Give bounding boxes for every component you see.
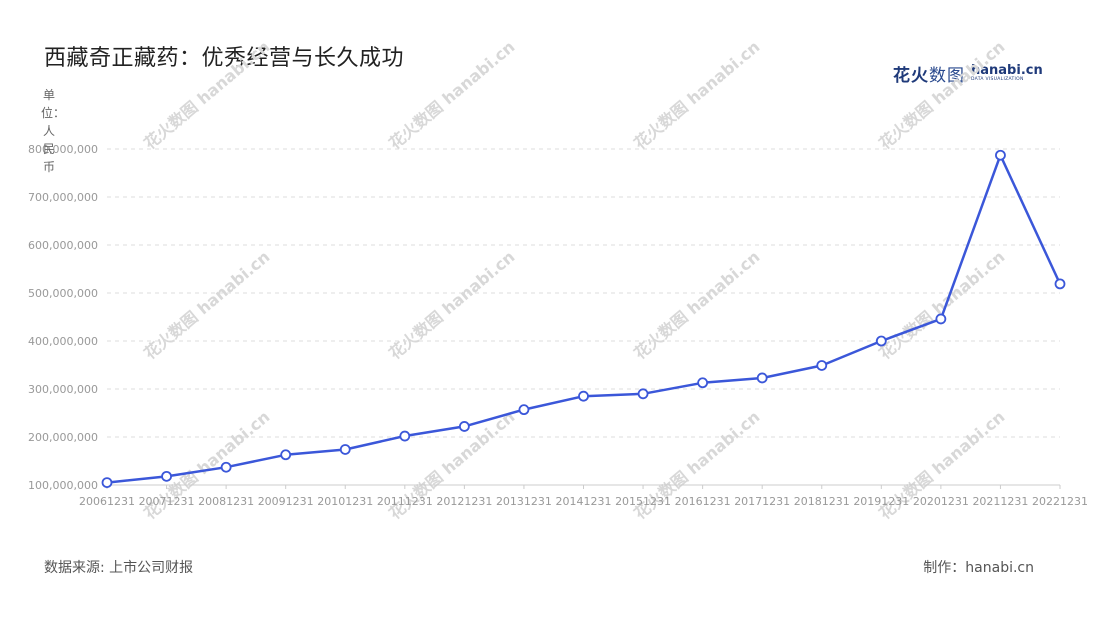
data-point — [995, 149, 1006, 161]
x-tick-label: 20211231 — [972, 495, 1028, 508]
data-point — [458, 421, 470, 432]
y-tick-label: 200,000,000 — [28, 431, 98, 444]
y-tick-label: 100,000,000 — [28, 479, 98, 492]
data-point — [637, 388, 649, 400]
x-tick-label: 20151231 — [615, 495, 671, 508]
x-tick-label: 20131231 — [496, 495, 552, 508]
y-tick-label: 700,000,000 — [28, 191, 98, 204]
x-tick-label: 20071231 — [139, 495, 195, 508]
data-point — [399, 430, 411, 442]
y-tick-label: 500,000,000 — [28, 287, 98, 300]
x-tick-label: 20221231 — [1032, 495, 1088, 508]
y-axis-unit-label: 单位：人民币 — [41, 88, 66, 174]
data-point — [578, 390, 589, 402]
x-tick-label: 20141231 — [556, 495, 612, 508]
watermark: 花火数图 hanabi.cn — [630, 37, 763, 153]
watermark: 花火数图 hanabi.cn — [875, 37, 1008, 153]
data-point — [697, 377, 709, 389]
watermark: 花火数图 hanabi.cn — [630, 247, 763, 363]
x-tick-label: 20171231 — [734, 495, 790, 508]
x-tick-label: 20111231 — [377, 495, 433, 508]
watermark: 花火数图 hanabi.cn — [140, 247, 273, 363]
data-point — [756, 372, 768, 384]
x-tick-label: 20081231 — [198, 495, 254, 508]
data-point — [101, 477, 113, 489]
logo-en-block: hanabi.cn DATA VISUALIZATION — [971, 64, 1043, 83]
data-point — [816, 360, 828, 371]
data-point — [518, 404, 530, 416]
logo-en-subtext: DATA VISUALIZATION — [971, 77, 1024, 83]
watermark: 花火数图 hanabi.cn — [385, 247, 518, 363]
data-point — [935, 313, 947, 325]
data-source: 数据来源: 上市公司财报 — [44, 560, 194, 576]
credit: 制作：hanabi.cn — [923, 560, 1034, 576]
chart-title: 西藏奇正藏药：优秀经营与长久成功 — [44, 46, 405, 71]
x-tick-label: 20091231 — [258, 495, 314, 508]
x-tick-label: 20191231 — [853, 495, 909, 508]
watermark: 花火数图 hanabi.cn — [875, 247, 1008, 363]
x-tick-label: 20061231 — [79, 495, 135, 508]
watermark: 花火数图 hanabi.cn — [385, 37, 518, 153]
x-tick-label: 20181231 — [794, 495, 850, 508]
brand-logo: 花火数图 hanabi.cn DATA VISUALIZATION — [893, 61, 1043, 86]
x-tick-label: 20161231 — [675, 495, 731, 508]
x-tick-label: 20121231 — [436, 495, 492, 508]
data-point — [1054, 278, 1066, 290]
logo-cn-text: 花火数图 — [893, 66, 965, 86]
logo-en-text: hanabi.cn — [971, 63, 1043, 79]
data-point — [161, 470, 172, 482]
y-tick-label: 400,000,000 — [28, 335, 98, 348]
x-tick-label: 20101231 — [317, 495, 373, 508]
x-tick-label: 20201231 — [913, 495, 969, 508]
data-point — [220, 461, 232, 473]
watermark: 花火数图 hanabi.cn — [140, 37, 273, 153]
data-point — [339, 444, 351, 455]
data-point — [280, 449, 292, 461]
y-tick-label: 300,000,000 — [28, 383, 98, 396]
data-point — [875, 335, 887, 347]
y-tick-label: 800,000,000 — [28, 143, 98, 156]
y-tick-label: 600,000,000 — [28, 239, 98, 252]
